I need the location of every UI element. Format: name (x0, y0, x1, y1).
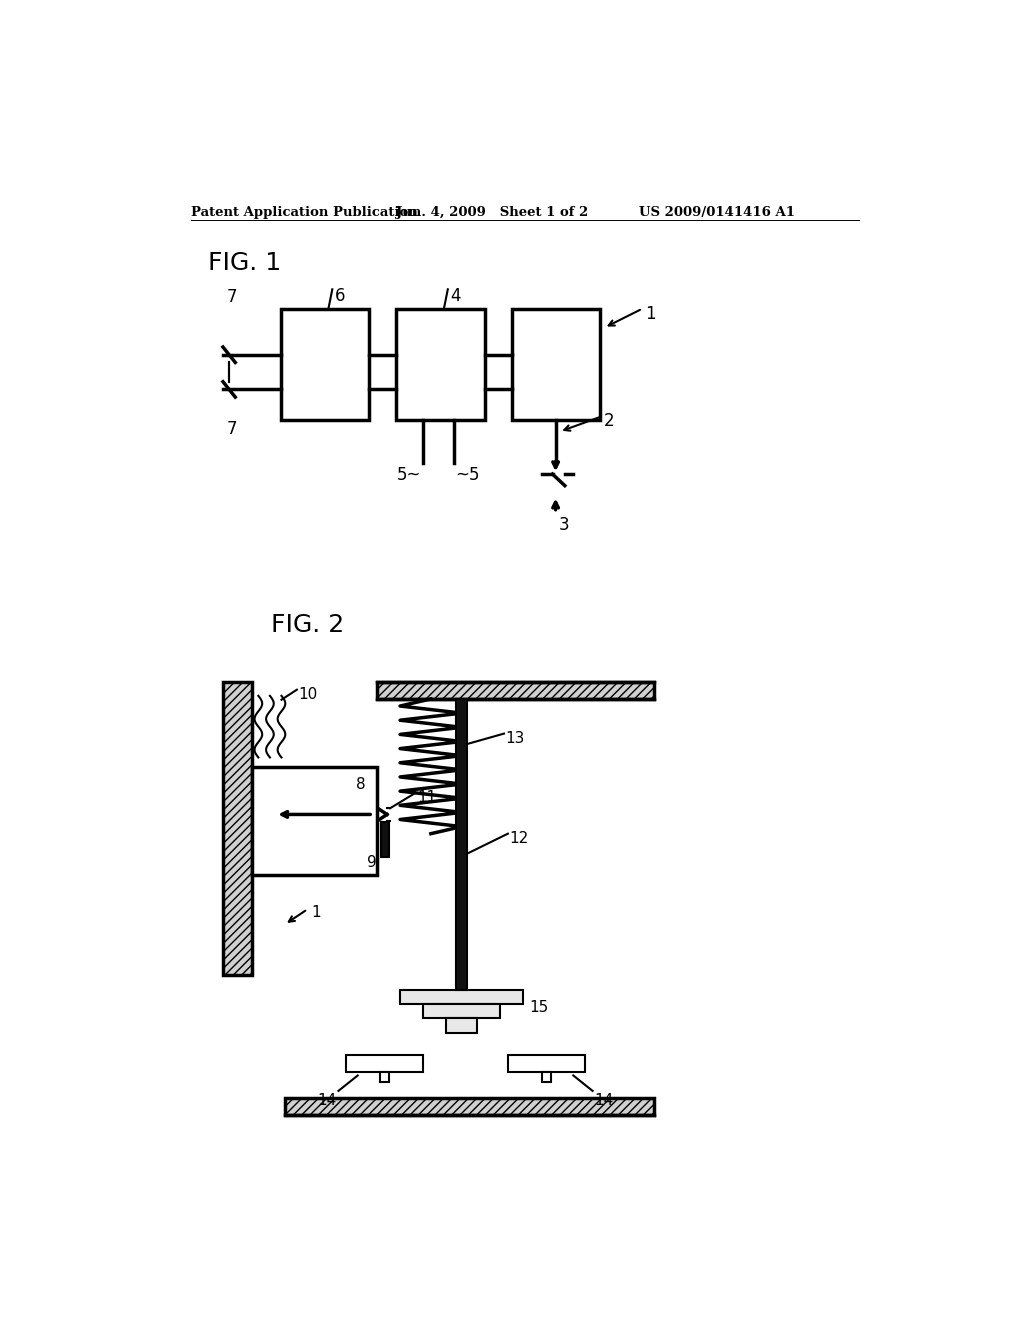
Bar (512, 309, 600, 420)
Text: ~5: ~5 (456, 466, 480, 484)
Text: Jun. 4, 2009   Sheet 1 of 2: Jun. 4, 2009 Sheet 1 of 2 (396, 206, 589, 219)
Bar (457, 700, 467, 990)
Bar (281, 309, 370, 420)
Text: 10: 10 (298, 686, 317, 702)
Bar (223, 682, 252, 974)
Bar (285, 1098, 654, 1114)
Text: 5~: 5~ (397, 466, 422, 484)
Text: FIG. 2: FIG. 2 (270, 612, 344, 636)
Text: 14: 14 (317, 1093, 337, 1109)
Text: 7: 7 (226, 288, 238, 306)
Text: 1: 1 (311, 906, 322, 920)
Bar (396, 309, 484, 420)
Text: 4: 4 (451, 286, 461, 305)
Bar (508, 1055, 585, 1072)
Text: 12: 12 (509, 832, 528, 846)
Text: 15: 15 (529, 1001, 549, 1015)
Text: 14: 14 (594, 1093, 613, 1109)
Text: FIG. 1: FIG. 1 (208, 251, 281, 275)
Text: 2: 2 (604, 412, 614, 430)
Text: 6: 6 (335, 286, 345, 305)
Text: Patent Application Publication: Patent Application Publication (190, 206, 418, 219)
Text: 9: 9 (368, 855, 377, 870)
Text: 1: 1 (645, 305, 655, 322)
Bar (400, 990, 523, 1003)
Bar (252, 767, 377, 875)
Text: 11: 11 (417, 789, 436, 805)
Text: 3: 3 (559, 516, 569, 535)
Bar (380, 1072, 389, 1082)
Text: 7: 7 (226, 420, 238, 438)
Bar (423, 1003, 500, 1018)
Bar (346, 1055, 423, 1072)
Bar (381, 822, 388, 857)
Bar (542, 1072, 551, 1082)
Text: 8: 8 (355, 777, 366, 792)
Bar (377, 682, 654, 700)
Bar (446, 1018, 477, 1034)
Text: US 2009/0141416 A1: US 2009/0141416 A1 (639, 206, 795, 219)
Text: 13: 13 (506, 731, 525, 746)
